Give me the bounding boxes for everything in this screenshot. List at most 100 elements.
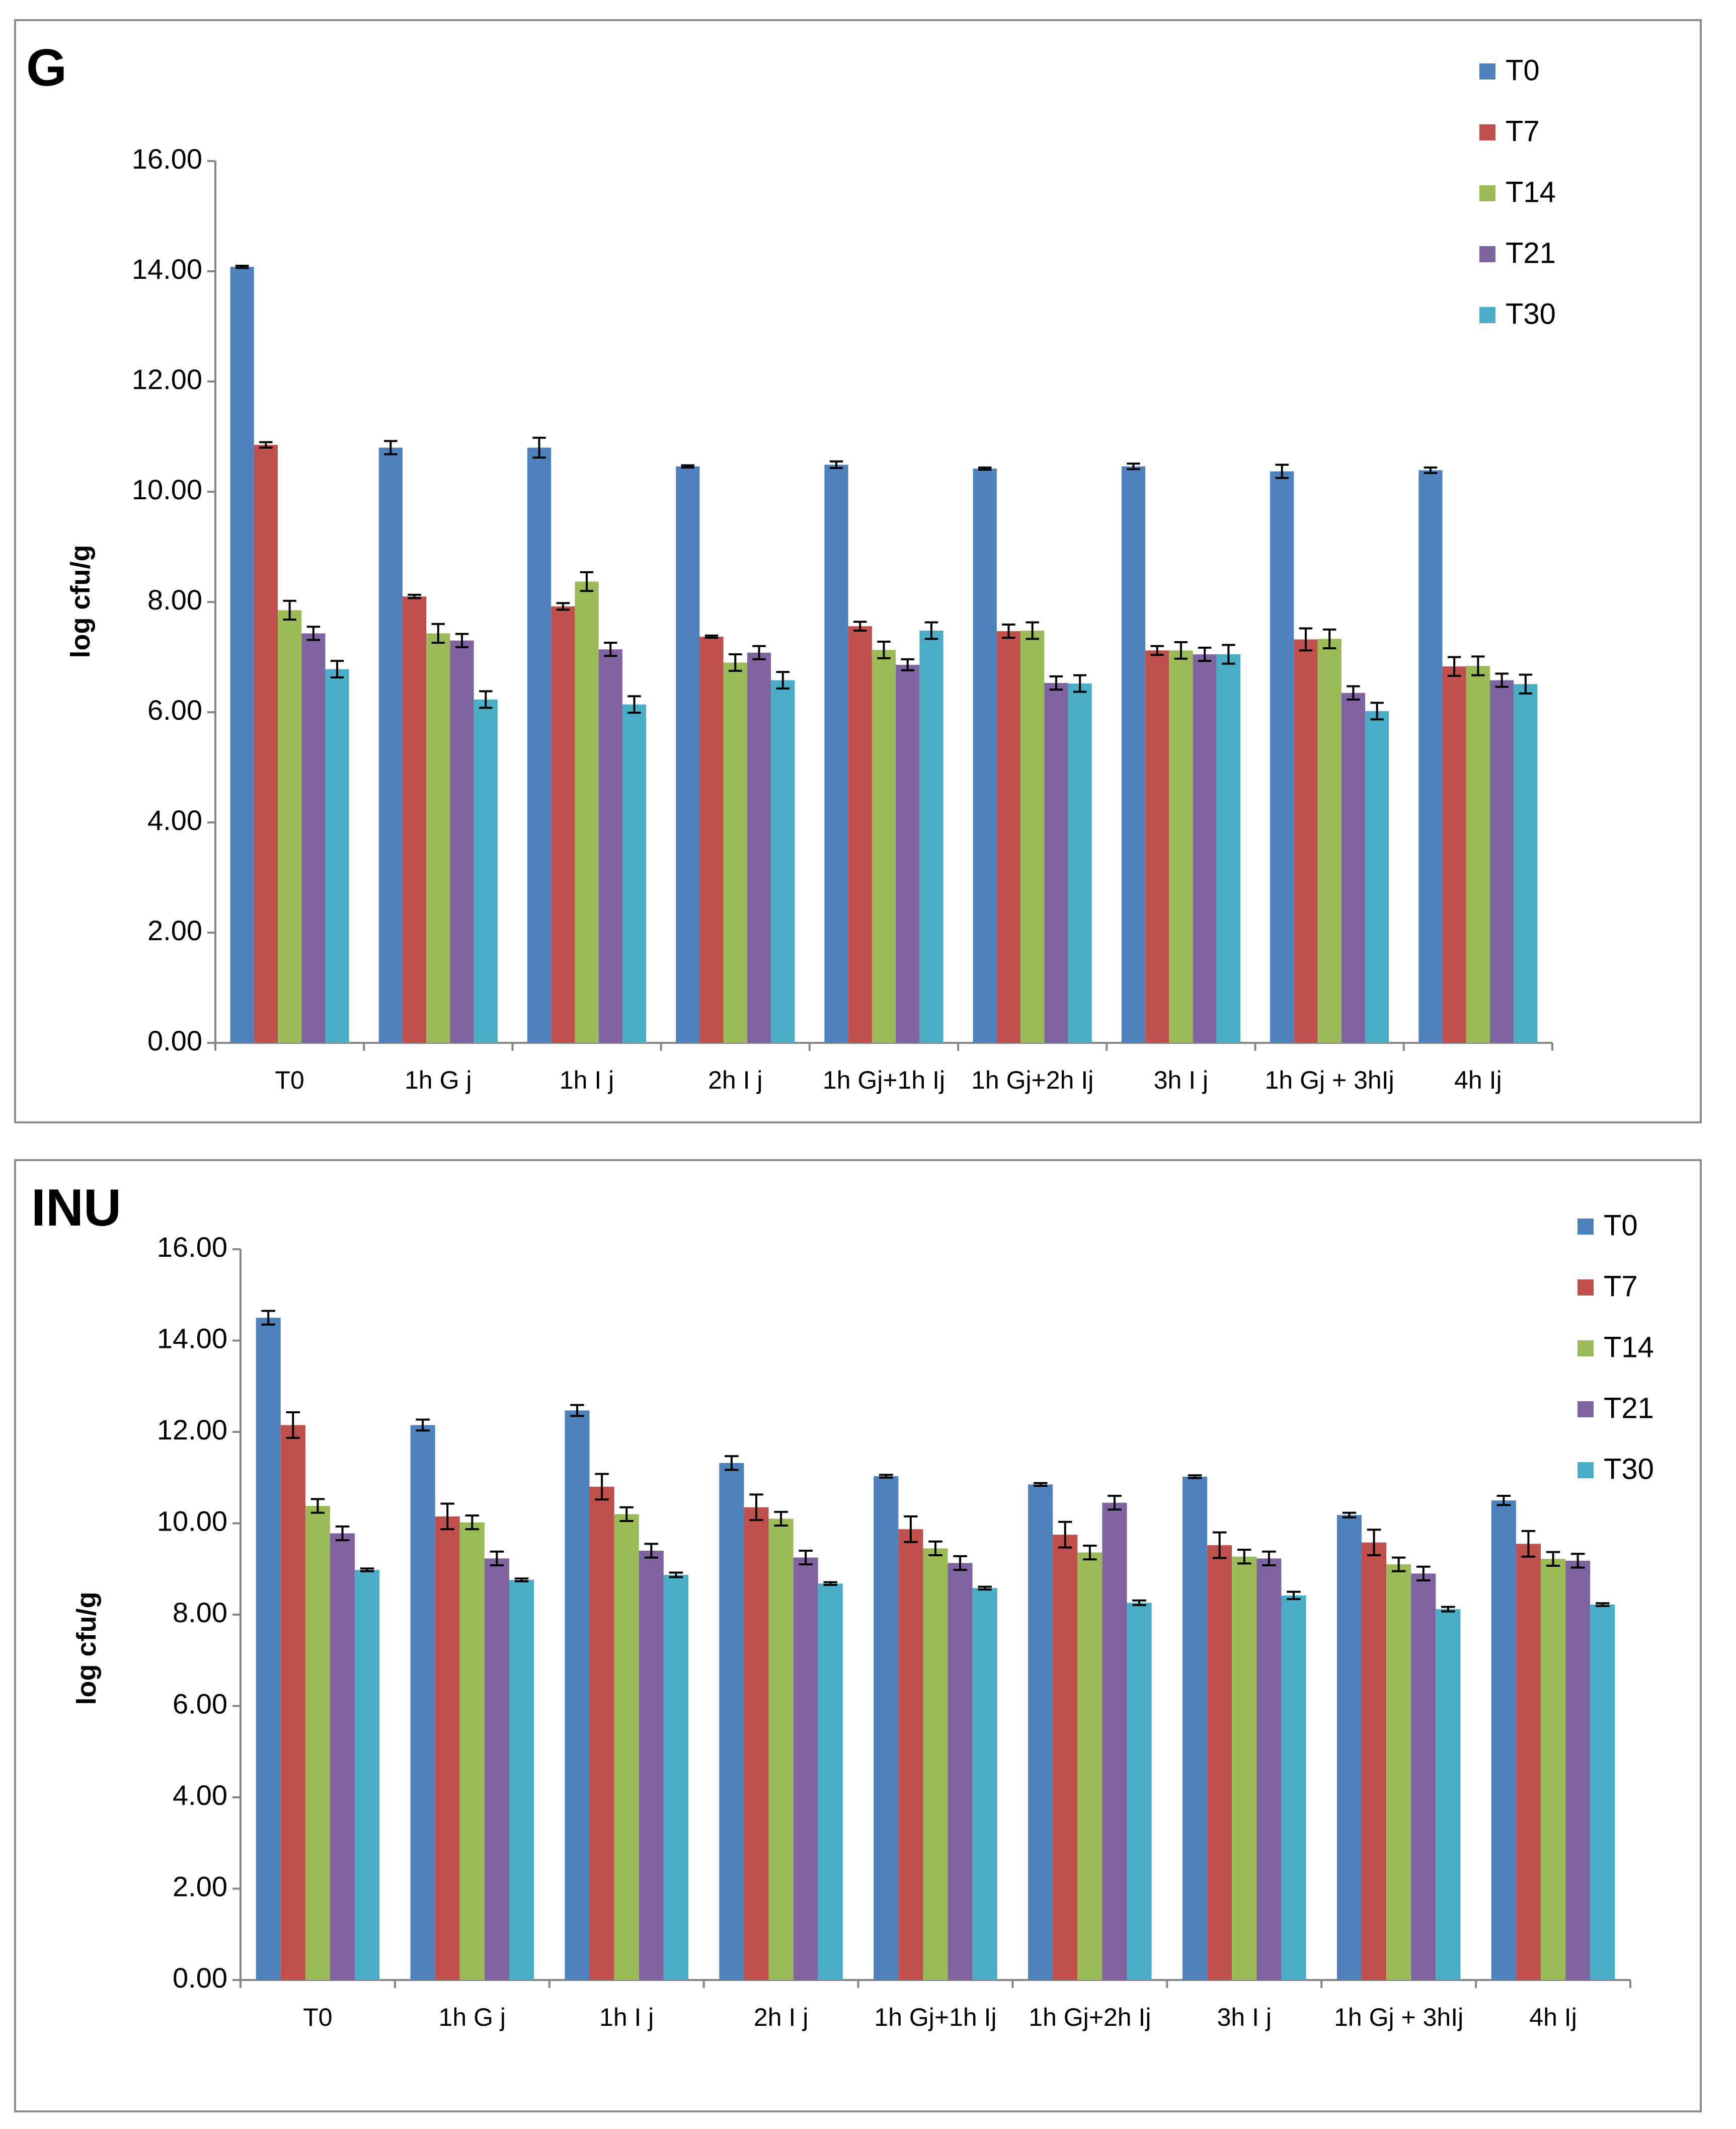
bar-t14 [1020, 630, 1045, 1043]
bar-t7 [699, 636, 724, 1043]
bar-t7 [1207, 1545, 1232, 1980]
bar-t30 [972, 1588, 997, 1980]
bar-t30 [1365, 711, 1389, 1043]
bar-t7 [551, 606, 575, 1043]
legend-swatch-t14 [1577, 1340, 1594, 1356]
legend-label: T14 [1604, 1331, 1654, 1363]
bar-t0 [824, 465, 848, 1043]
legend-label: T30 [1506, 297, 1556, 330]
y-tick-label: 0.00 [173, 1962, 227, 1994]
bar-t30 [919, 630, 943, 1043]
bar-t7 [996, 631, 1021, 1043]
y-tick-label: 12.00 [157, 1414, 227, 1446]
chart-panel-inu: INU log cfu/g 0.00 2.00 4.00 6.00 8.00 10.00 1… [14, 1159, 1702, 2112]
bar-t7 [1362, 1542, 1387, 1980]
x-tick-label: 1h Gj + 3hIj [1334, 2003, 1463, 2031]
bar-t21 [1044, 682, 1068, 1043]
axes-layer: 0.00 2.00 4.00 6.00 8.00 10.00 12.00 14.00 16.00… [157, 1231, 1631, 2031]
bar-t0 [874, 1476, 899, 1980]
bar-t21 [450, 640, 474, 1043]
bar-t21 [896, 664, 920, 1043]
bar-t30 [1590, 1605, 1615, 1980]
bar-t7 [744, 1507, 769, 1980]
x-tick-label: 1h Gj+1h Ij [823, 1066, 945, 1094]
bar-t0 [565, 1410, 590, 1980]
bar-t30 [1514, 684, 1538, 1043]
y-tick-label: 16.00 [132, 143, 202, 175]
bar-t21 [1256, 1558, 1282, 1980]
legend-swatch-t0 [1479, 63, 1495, 80]
bar-t7 [1294, 639, 1318, 1043]
chart-panel-g: G log cfu/g 0.00 2.00 4.00 6.00 8.00 10.00 12.… [14, 19, 1702, 1123]
x-tick-label: 1h Gj+2h Ij [1029, 2003, 1151, 2031]
legend: T0 T7 T14 T21 T30 [1577, 1209, 1654, 1485]
bar-t0 [719, 1463, 744, 1980]
bar-t21 [747, 652, 771, 1043]
y-tick-label: 10.00 [157, 1505, 227, 1537]
x-tick-label: 2h I j [754, 2003, 808, 2031]
x-tick-label: 3h I j [1217, 2003, 1272, 2031]
bar-t7 [848, 626, 872, 1043]
y-tick-label: 14.00 [132, 253, 202, 285]
bar-t30 [509, 1580, 534, 1980]
legend-label: T7 [1506, 115, 1540, 147]
bar-t14 [1386, 1564, 1411, 1980]
bar-t14 [1541, 1559, 1566, 1980]
legend-swatch-t7 [1577, 1279, 1594, 1296]
legend-swatch-t7 [1479, 124, 1495, 140]
bar-t14 [1077, 1552, 1102, 1980]
bar-t30 [1068, 683, 1092, 1043]
panel-label: G [26, 39, 67, 97]
y-tick-label: 2.00 [173, 1870, 227, 1902]
bar-t30 [622, 704, 647, 1043]
bar-t0 [1028, 1484, 1053, 1980]
legend-label: T14 [1506, 176, 1556, 208]
x-tick-label: 4h Ij [1454, 1066, 1502, 1094]
bar-t0 [256, 1318, 281, 1980]
legend: T0 T7 T14 T21 T30 [1479, 54, 1556, 330]
bar-t0 [527, 447, 551, 1043]
y-tick-label: 16.00 [157, 1231, 227, 1263]
bar-t0 [1182, 1476, 1208, 1980]
y-tick-label: 8.00 [147, 584, 202, 616]
bar-t0 [1418, 470, 1443, 1043]
bar-t0 [1336, 1515, 1362, 1980]
x-tick-label: 1h Gj+2h Ij [971, 1066, 1093, 1094]
bar-t0 [1491, 1500, 1516, 1980]
y-tick-label: 10.00 [132, 474, 202, 505]
legend-swatch-t30 [1577, 1462, 1594, 1478]
bar-t14 [277, 610, 302, 1043]
bar-t30 [355, 1570, 380, 1980]
bar-t7 [898, 1529, 923, 1980]
y-axis-label: log cfu/g [71, 1592, 102, 1705]
bar-t14 [459, 1522, 485, 1980]
bar-t21 [301, 633, 326, 1043]
bar-t14 [575, 581, 599, 1043]
bar-t14 [1466, 666, 1490, 1043]
legend-label: T30 [1604, 1453, 1654, 1485]
legend-swatch-t21 [1577, 1401, 1594, 1417]
bar-t0 [676, 466, 700, 1043]
bar-t0 [410, 1425, 435, 1980]
bar-t21 [1193, 654, 1217, 1043]
bar-t21 [793, 1557, 818, 1980]
y-tick-label: 4.00 [173, 1779, 227, 1811]
legend-swatch-t0 [1577, 1219, 1594, 1235]
bars-layer [256, 1310, 1615, 1980]
legend-label: T21 [1506, 237, 1556, 269]
bar-t21 [1341, 693, 1366, 1043]
y-tick-label: 6.00 [173, 1688, 227, 1719]
y-tick-label: 0.00 [147, 1025, 202, 1056]
x-tick-label: T0 [275, 1066, 304, 1094]
bar-t14 [1317, 639, 1342, 1043]
bar-t30 [1281, 1595, 1306, 1980]
bar-t14 [768, 1518, 794, 1980]
bars-layer [230, 265, 1538, 1043]
bar-t21 [1411, 1573, 1436, 1980]
bar-t7 [254, 444, 278, 1043]
bar-t14 [923, 1548, 948, 1980]
bar-t21 [1565, 1560, 1591, 1980]
x-tick-label: T0 [303, 2003, 332, 2031]
bar-t7 [1145, 650, 1169, 1043]
